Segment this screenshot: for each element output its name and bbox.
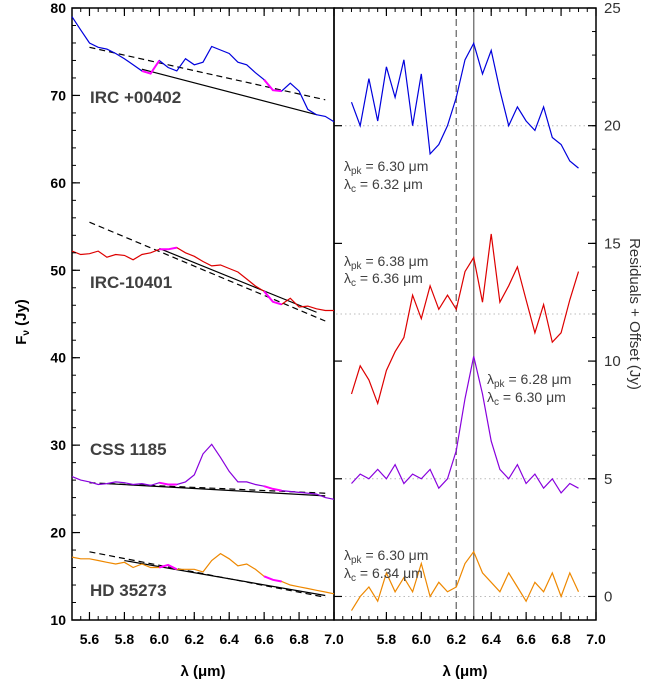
continuum-region-highlight	[263, 290, 282, 306]
left-y-tick-label: 70	[50, 87, 66, 103]
continuum-fit-solid	[141, 68, 317, 116]
right-x-tick-label: 6.0	[412, 631, 432, 647]
left-y-tick-label: 60	[50, 175, 66, 191]
right-y-tick-label: 5	[604, 471, 612, 488]
continuum-fit-solid	[159, 247, 317, 313]
left-x-tick-label: 5.8	[115, 631, 135, 647]
continuum-region-highlight	[159, 246, 177, 251]
left-y-tick-label: 10	[50, 612, 66, 628]
label-hd35273: HD 35273	[90, 581, 167, 600]
left-x-tick-label: 5.6	[80, 631, 100, 647]
right-y-tick-label: 20	[604, 118, 621, 135]
right-x-tick-label: 6.4	[481, 631, 501, 647]
left-x-axis-title: λ (μm)	[180, 663, 225, 680]
annotation-css1185-pk: λpk = 6.28 μm	[487, 371, 571, 390]
residual-series-line-3	[350, 550, 580, 611]
continuum-region-highlight	[263, 575, 282, 583]
annotation-hd35273-pk: λpk = 6.30 μm	[344, 547, 428, 566]
right-y-tick-label: 15	[604, 235, 621, 252]
continuum-region-highlight	[159, 563, 178, 571]
right-y-axis-title: Residuals + Offset (Jy)	[626, 238, 643, 390]
continuum-region-highlight	[263, 79, 282, 93]
continuum-fit-dashed	[89, 46, 326, 101]
annotation-irc00402-c: λc = 6.32 μm	[344, 176, 423, 195]
left-y-tick-label: 20	[50, 525, 66, 541]
right-x-axis-title: λ (μm)	[442, 663, 487, 680]
left-x-tick-label: 6.6	[254, 631, 274, 647]
label-irc10401: IRC-10401	[90, 273, 172, 292]
right-y-tick-label: 0	[604, 588, 612, 605]
continuum-fit-dashed	[89, 221, 326, 322]
annotation-css1185-c: λc = 6.30 μm	[487, 389, 566, 408]
left-series-line-3	[71, 552, 335, 595]
annotation-irc10401-pk: λpk = 6.38 μm	[344, 253, 428, 272]
continuum-region-highlight	[141, 59, 161, 75]
right-x-tick-label: 5.8	[377, 631, 397, 647]
right-x-tick-label: 7.0	[586, 631, 606, 647]
annotation-irc00402-pk: λpk = 6.30 μm	[344, 158, 428, 177]
left-y-tick-label: 50	[50, 262, 66, 278]
right-y-tick-label: 25	[604, 0, 621, 17]
right-x-tick-label: 6.6	[516, 631, 536, 647]
residual-series-line-1	[350, 233, 580, 406]
left-x-tick-label: 6.0	[150, 631, 170, 647]
left-series-line-1	[71, 246, 334, 312]
continuum-fit-solid	[106, 483, 326, 497]
annotation-irc10401-c: λc = 6.36 μm	[344, 270, 423, 289]
left-x-tick-label: 6.8	[289, 631, 309, 647]
left-y-tick-label: 40	[50, 350, 66, 366]
left-series-line-0	[71, 16, 335, 123]
annotation-hd35273-c: λc = 6.34 μm	[344, 565, 423, 584]
continuum-region-highlight	[159, 481, 177, 486]
left-x-tick-label: 6.2	[185, 631, 205, 647]
label-css1185: CSS 1185	[90, 440, 167, 459]
left-y-tick-label: 30	[50, 437, 66, 453]
residual-series-line-0	[350, 41, 579, 169]
left-series-line-2	[71, 443, 335, 500]
label-irc00402: IRC +00402	[90, 88, 181, 107]
left-x-tick-label: 6.4	[219, 631, 239, 647]
right-x-tick-label: 6.2	[447, 631, 467, 647]
left-y-axis-title: Fν (Jy)	[13, 299, 32, 345]
continuum-region-highlight	[263, 485, 282, 492]
right-y-tick-label: 10	[604, 353, 621, 370]
right-x-tick-label: 6.8	[551, 631, 571, 647]
left-x-tick-label: 7.0	[324, 631, 344, 647]
continuum-fit-solid	[124, 559, 326, 597]
left-y-tick-label: 80	[50, 0, 66, 16]
residual-series-line-2	[351, 356, 579, 494]
